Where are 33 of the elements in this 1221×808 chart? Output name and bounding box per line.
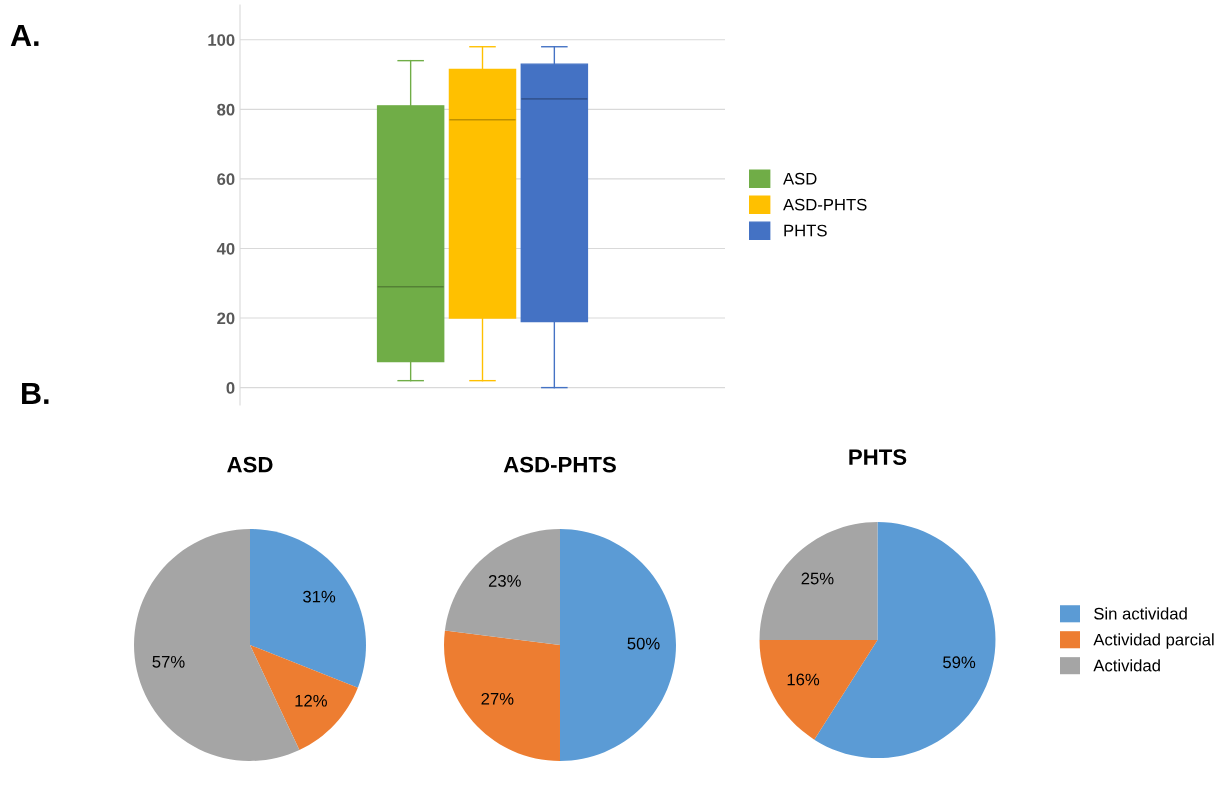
data-label: 31% <box>303 590 336 603</box>
data-label: 23% <box>488 575 521 587</box>
pie-slice <box>444 529 560 645</box>
data-label: 12% <box>295 694 327 707</box>
data-label: 50% <box>627 637 660 650</box>
pie-slice <box>759 522 878 640</box>
legend-label: PHTS <box>784 224 827 237</box>
pie-slice <box>759 640 878 740</box>
data-label: 27% <box>481 692 514 705</box>
legend-label: ASD <box>783 172 817 185</box>
y-tick-label: 20 <box>217 312 235 325</box>
legend-label: ASD-PHTS <box>783 198 867 211</box>
chart-title: PHTS <box>849 449 907 465</box>
pie-slice <box>444 630 560 761</box>
text: A. <box>10 24 39 46</box>
y-tick-label: 40 <box>216 242 235 255</box>
data-label: 25% <box>801 572 834 585</box>
data-label: 57% <box>152 655 185 668</box>
chart-title: ASD <box>227 456 273 473</box>
chart-title: ASD-PHTS <box>503 456 616 473</box>
pie-slice <box>250 529 366 688</box>
pie-slice <box>560 529 676 761</box>
data-label: 59% <box>943 656 976 669</box>
y-tick-label: 60 <box>217 173 235 186</box>
legend-label: Sin actividad <box>1094 607 1187 620</box>
pie-slice <box>250 645 358 750</box>
y-tick-label: 0 <box>226 382 235 394</box>
legend-label: Actividad parcial <box>1093 633 1214 649</box>
y-tick-label: 100 <box>208 34 235 46</box>
legend-label: Actividad <box>1093 659 1160 672</box>
text: B. <box>22 382 49 404</box>
data-label: 16% <box>787 673 820 686</box>
y-tick-label: 80 <box>217 103 235 116</box>
